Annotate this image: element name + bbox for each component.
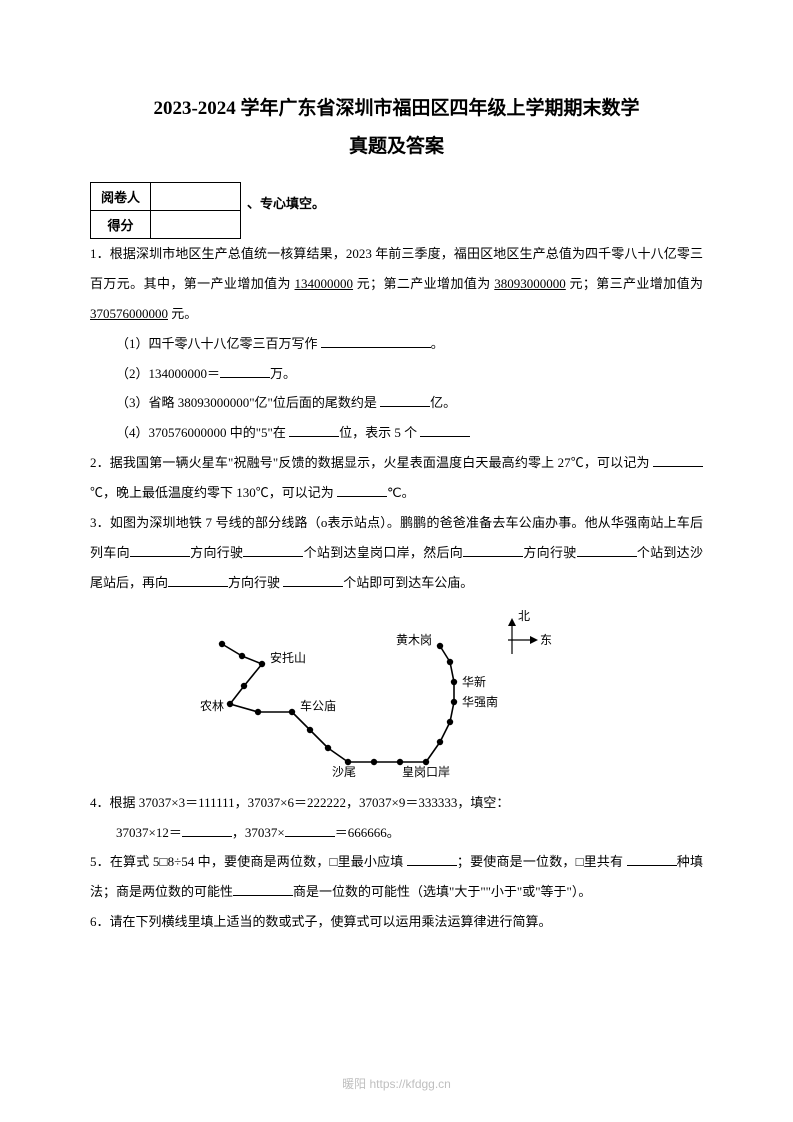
q1-s2a: （2）134000000＝ (116, 366, 220, 381)
question-3: 3．如图为深圳地铁 7 号线的部分线路（o表示站点）。鹏鹏的爸爸准备去车公庙办事… (90, 508, 703, 598)
page-footer: 暖阳 https://kfdgg.cn (0, 1075, 793, 1092)
svg-text:黄木岗: 黄木岗 (396, 633, 432, 647)
q1-mid1: 元；第二产业增加值为 (353, 276, 491, 291)
title-line-2: 真题及答案 (90, 128, 703, 166)
blank (182, 824, 232, 837)
q4-d: ＝666666。 (335, 825, 400, 840)
q1-sub4: （4）370576000000 中的"5"在 位，表示 5 个 (90, 418, 703, 448)
q4-b: 37037×12＝ (116, 825, 182, 840)
q5-a: 5．在算式 5□8÷54 中，要使商是两位数，□里最小应填 (90, 854, 407, 869)
reviewer-label: 阅卷人 (91, 183, 151, 211)
blank (285, 824, 335, 837)
q1-sub1: （1）四千零八十八亿零三百万写作 。 (90, 329, 703, 359)
svg-text:皇岗口岸: 皇岗口岸 (402, 765, 450, 779)
blank (283, 574, 343, 587)
q4-sub: 37037×12＝ ，37037× ＝666666。 (90, 818, 703, 848)
svg-text:沙尾: 沙尾 (332, 765, 356, 779)
question-1: 1．根据深圳市地区生产总值统一核算结果，2023 年前三季度，福田区地区生产总值… (90, 239, 703, 329)
q2-a: 2．据我国第一辆火星车"祝融号"反馈的数据显示，火星表面温度白天最高约零上 27… (90, 455, 653, 470)
section-heading: 、专心填空。 (247, 193, 325, 212)
blank (337, 484, 387, 497)
question-2: 2．据我国第一辆火星车"祝融号"反馈的数据显示，火星表面温度白天最高约零上 27… (90, 448, 703, 508)
q1-val2: 38093000000 (494, 276, 566, 291)
q1-s4a: （4）370576000000 中的"5"在 (116, 425, 289, 440)
score-section-row: 阅卷人 得分 、专心填空。 (90, 166, 703, 239)
svg-text:北: 北 (518, 609, 530, 623)
q3-g: 个站即可到达车公庙。 (343, 575, 473, 590)
blank (289, 424, 339, 437)
q1-sub3: （3）省略 38093000000"亿"位后面的尾数约是 亿。 (90, 388, 703, 418)
blank (243, 544, 303, 557)
reviewer-value (151, 183, 241, 211)
metro-diagram: 安托山农林 车公庙沙尾 皇岗口岸 华强南 华新 黄木岗 北东 (192, 604, 602, 784)
q5-d: 商是一位数的可能性（选填"大于""小于"或"等于"）。 (293, 884, 591, 899)
q1-s1b: 。 (431, 336, 444, 351)
blank (168, 574, 228, 587)
blank (380, 394, 430, 407)
blank (420, 424, 470, 437)
q1-s3b: 亿。 (430, 395, 456, 410)
q1-s2b: 万。 (270, 366, 296, 381)
blank (407, 853, 457, 866)
q1-sub2: （2）134000000＝ 万。 (90, 359, 703, 389)
blank (130, 544, 190, 557)
q3-d: 方向行驶 (523, 545, 576, 560)
blank (220, 365, 270, 378)
q1-s1a: （1）四千零八十八亿零三百万写作 (116, 336, 321, 351)
svg-text:东: 东 (540, 633, 552, 647)
q2-c: ℃。 (387, 485, 415, 500)
score-table: 阅卷人 得分 (90, 182, 241, 239)
blank (627, 853, 677, 866)
score-label: 得分 (91, 211, 151, 239)
svg-text:农林: 农林 (200, 699, 224, 713)
svg-text:车公庙: 车公庙 (300, 698, 336, 713)
q1-tail: 元。 (168, 306, 197, 321)
question-5: 5．在算式 5□8÷54 中，要使商是两位数，□里最小应填 ；要使商是一位数，□… (90, 847, 703, 907)
question-4: 4．根据 37037×3＝111111，37037×6＝222222，37037… (90, 788, 703, 818)
q1-s4b: 位，表示 5 个 (339, 425, 420, 440)
blank (653, 454, 703, 467)
q3-f: 方向行驶 (228, 575, 283, 590)
q1-mid2: 元；第三产业增加值为 (566, 276, 703, 291)
question-6: 6．请在下列横线里填上适当的数或式子，使算式可以运用乘法运算律进行简算。 (90, 907, 703, 937)
score-value (151, 211, 241, 239)
q1-s3a: （3）省略 38093000000"亿"位后面的尾数约是 (116, 395, 380, 410)
blank (577, 544, 637, 557)
blank (233, 883, 293, 896)
q4-c: ，37037× (232, 825, 285, 840)
q1-val1: 134000000 (295, 276, 354, 291)
q5-b: ；要使商是一位数，□里共有 (457, 854, 627, 869)
q4-a: 4．根据 37037×3＝111111，37037×6＝222222，37037… (90, 795, 509, 810)
q3-c: 个站到达皇岗口岸，然后向 (303, 545, 463, 560)
blank (463, 544, 523, 557)
svg-text:华新: 华新 (462, 674, 486, 689)
q3-b: 方向行驶 (190, 545, 243, 560)
svg-text:安托山: 安托山 (270, 650, 306, 665)
blank (321, 335, 431, 348)
title-line-1: 2023-2024 学年广东省深圳市福田区四年级上学期期末数学 (90, 90, 703, 128)
q2-b: ℃，晚上最低温度约零下 130℃，可以记为 (90, 485, 337, 500)
svg-text:华强南: 华强南 (462, 694, 498, 709)
q1-val3: 370576000000 (90, 306, 168, 321)
